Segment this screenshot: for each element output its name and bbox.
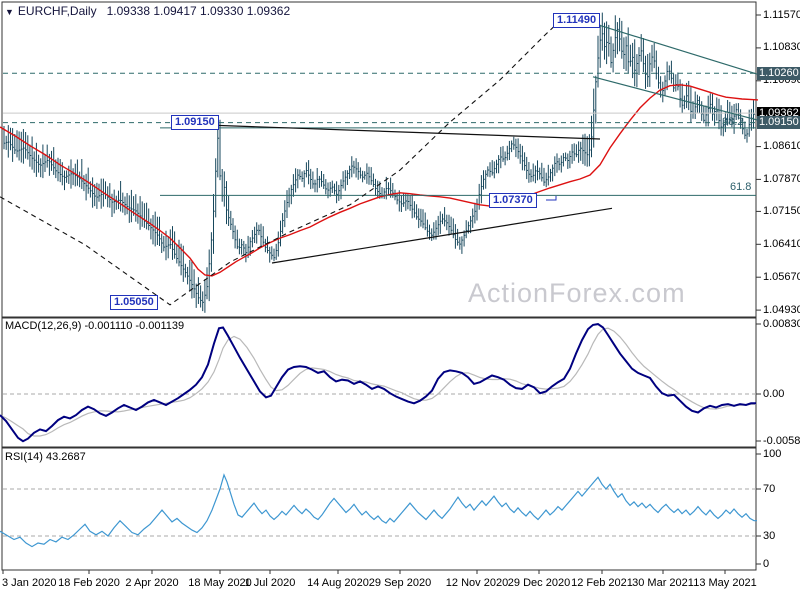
ohlc-values: 1.09338 1.09417 1.09330 1.09362 xyxy=(106,4,291,18)
price-axis-label: 1.04930 xyxy=(763,303,800,316)
rsi-line xyxy=(0,473,757,548)
price-annotation: 1.11490 xyxy=(553,13,601,28)
macd-line xyxy=(0,323,756,443)
date-label: 29 Dec 2020 xyxy=(507,577,571,589)
fib-38-2-label: 38.2 xyxy=(722,116,744,128)
price-annotation: 1.05050 xyxy=(110,295,158,310)
date-label: 14 Aug 2020 xyxy=(307,577,369,589)
macd-panel-border xyxy=(1,317,757,448)
annotation-connector xyxy=(546,196,557,201)
rsi-axis-label: 70 xyxy=(763,483,776,495)
price-tag: 1.10260 xyxy=(757,66,800,80)
macd-indicator-label: MACD(12,26,9) -0.001110 -0.001139 xyxy=(5,320,185,332)
moving-average-line xyxy=(0,84,759,277)
date-label: 18 May 2020 xyxy=(188,577,252,589)
date-label: 18 Feb 2020 xyxy=(58,577,120,589)
price-axis-label: 1.05670 xyxy=(763,270,800,283)
price-axis-label: 1.07150 xyxy=(763,204,800,217)
trendline-1 xyxy=(271,207,613,264)
date-label: 30 Mar 2021 xyxy=(632,577,694,589)
date-label: 2 Apr 2020 xyxy=(125,577,179,589)
macd-axis-label: 0.008307 xyxy=(763,318,800,330)
date-label: 12 Nov 2020 xyxy=(445,577,509,589)
chart-title: ▼ EURCHF,Daily 1.09338 1.09417 1.09330 1.0… xyxy=(5,4,290,18)
macd-axis-label: 0.00 xyxy=(763,388,785,400)
price-axis-label: 1.06410 xyxy=(763,237,800,250)
date-label: 1 Jul 2020 xyxy=(244,577,296,589)
date-label: 13 May 2021 xyxy=(693,577,757,589)
date-label: 3 Jan 2020 xyxy=(2,577,57,589)
price-axis-label: 1.07870 xyxy=(763,172,800,185)
dashed-swing-trendline xyxy=(0,18,563,306)
trendline-0 xyxy=(174,123,601,140)
rsi-axis-label: 0 xyxy=(763,558,770,570)
watermark: ActionForex.com xyxy=(468,278,686,308)
price-axis-label: 1.11570 xyxy=(763,8,800,21)
price-annotation: 1.07370 xyxy=(489,193,537,208)
price-annotation: 1.09150 xyxy=(171,115,219,130)
macd-axis-label: -0.005828 xyxy=(763,435,800,447)
fib-61-8-label: 61.8 xyxy=(730,181,752,193)
price-panel-border xyxy=(1,1,757,318)
price-axis-label: 1.10830 xyxy=(763,41,800,54)
symbol-timeframe: EURCHF,Daily xyxy=(17,4,97,18)
rsi-axis-label: 100 xyxy=(763,448,782,460)
price-tag: 1.09150 xyxy=(757,116,800,130)
trendline-2 xyxy=(584,20,758,75)
macd-signal-line xyxy=(0,327,757,437)
rsi-axis-label: 30 xyxy=(763,530,776,542)
date-label: 29 Sep 2020 xyxy=(368,577,432,589)
rsi-panel-border xyxy=(1,447,757,571)
price-axis-label: 1.08610 xyxy=(763,140,800,153)
rsi-indicator-label: RSI(14) 43.2687 xyxy=(5,451,86,463)
date-label: 12 Feb 2021 xyxy=(571,577,633,589)
triangle-down-icon: ▼ xyxy=(5,7,14,17)
trendline-3 xyxy=(592,76,758,121)
